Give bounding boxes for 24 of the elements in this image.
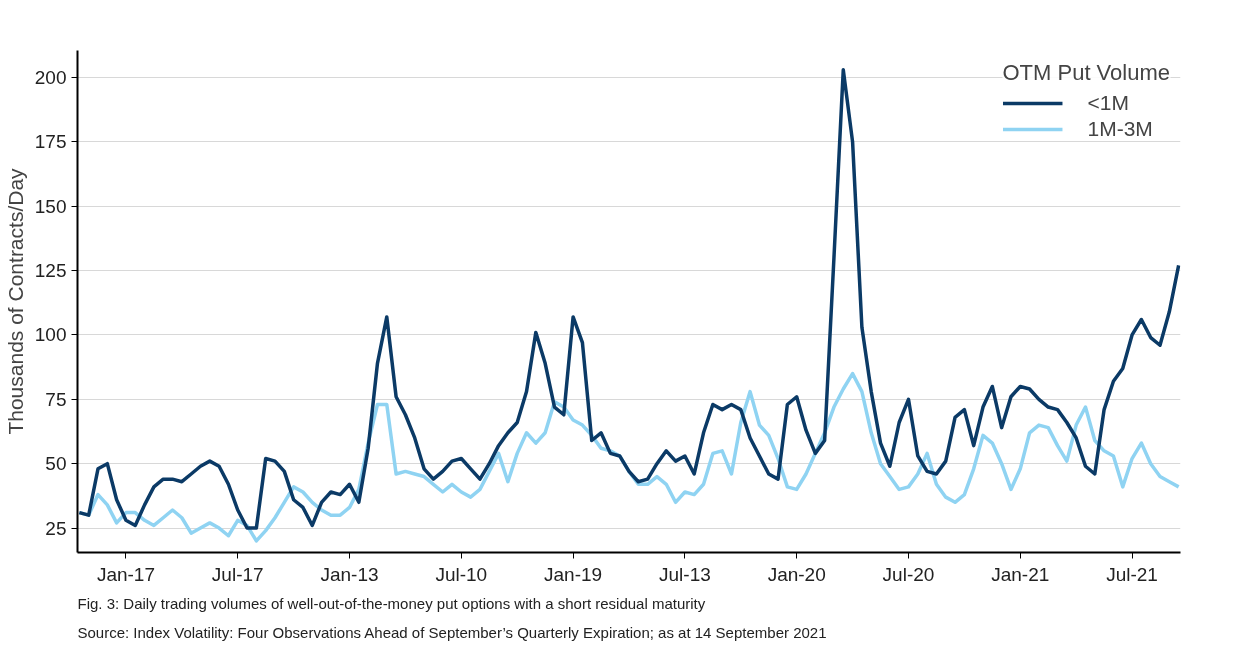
x-tick-label: Jan-13 xyxy=(320,563,379,585)
y-tick-label: 200 xyxy=(34,67,67,89)
y-tick-label: 75 xyxy=(45,388,67,410)
y-axis-title: Thousands of Contracts/Day xyxy=(3,167,27,435)
legend-title: OTM Put Volume xyxy=(1002,60,1170,86)
x-tick-label: Jul-17 xyxy=(211,563,264,585)
x-tick-label: Jan-20 xyxy=(767,563,826,585)
x-tick-label: Jan-19 xyxy=(544,563,603,585)
x-tick-label: Jan-17 xyxy=(96,563,155,585)
x-tick-label: Jul-10 xyxy=(435,563,488,585)
x-tick-label: Jul-20 xyxy=(882,563,935,585)
y-tick-label: 25 xyxy=(45,517,67,539)
y-tick-label: 100 xyxy=(34,324,67,346)
source-note: Source: Index Volatility: Four Observations Ahead of September’s Quarterly Expiration; as at 14 September 2021 xyxy=(77,623,827,641)
legend-label: <1M xyxy=(1087,91,1129,115)
x-tick-label: Jul-21 xyxy=(1106,563,1158,585)
y-tick-label: 50 xyxy=(45,453,67,475)
y-tick-label: 175 xyxy=(34,131,67,153)
y-tick-label: 125 xyxy=(34,260,67,282)
x-tick-label: Jul-13 xyxy=(659,563,711,585)
y-tick-label: 150 xyxy=(34,195,67,217)
caption: Fig. 3: Daily trading volumes of well-out-of-the-money put options with a short residual maturity xyxy=(77,594,706,612)
x-tick-label: Jan-21 xyxy=(991,563,1050,585)
legend-label: 1M-3M xyxy=(1087,117,1153,141)
